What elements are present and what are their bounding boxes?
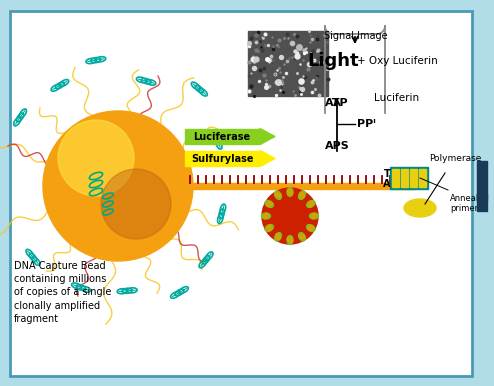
Bar	[419, 169, 426, 187]
Ellipse shape	[276, 234, 280, 240]
Ellipse shape	[266, 202, 272, 206]
Ellipse shape	[404, 199, 436, 217]
Text: ATP: ATP	[325, 98, 349, 108]
Ellipse shape	[275, 193, 281, 197]
Ellipse shape	[312, 213, 317, 218]
Ellipse shape	[267, 225, 271, 231]
FancyArrow shape	[259, 129, 275, 144]
Ellipse shape	[275, 233, 282, 241]
Text: Annealed
primer: Annealed primer	[450, 194, 490, 213]
Bar	[185, 183, 415, 189]
Text: Sulfurylase: Sulfurylase	[191, 154, 253, 164]
Ellipse shape	[288, 190, 292, 195]
FancyArrow shape	[259, 151, 275, 166]
Ellipse shape	[310, 213, 319, 219]
Text: Luciferase: Luciferase	[194, 132, 250, 142]
Bar	[410, 169, 417, 187]
Circle shape	[58, 120, 134, 196]
Text: Polymerase: Polymerase	[429, 154, 481, 163]
Text: Luciferin: Luciferin	[374, 93, 419, 103]
Ellipse shape	[287, 235, 293, 244]
Circle shape	[43, 111, 193, 261]
Text: Signal Image: Signal Image	[324, 31, 388, 41]
Ellipse shape	[299, 235, 305, 239]
Bar	[392, 169, 399, 187]
Text: APS: APS	[325, 141, 349, 151]
Ellipse shape	[275, 191, 282, 200]
Bar	[248, 31, 328, 96]
Ellipse shape	[265, 201, 273, 207]
Bar	[390, 167, 428, 189]
Ellipse shape	[308, 226, 314, 230]
Circle shape	[101, 169, 171, 239]
Ellipse shape	[309, 201, 313, 207]
Ellipse shape	[300, 192, 304, 198]
Bar	[185, 129, 260, 144]
Bar	[477, 161, 487, 211]
Text: T: T	[384, 169, 390, 179]
Text: A: A	[383, 179, 391, 189]
Ellipse shape	[298, 233, 305, 241]
Bar	[185, 151, 260, 166]
Text: DNA Capture Bead
containing millions
of copies of a single
clonally amplified
fr: DNA Capture Bead containing millions of …	[14, 261, 111, 324]
Ellipse shape	[261, 213, 271, 219]
Ellipse shape	[265, 225, 273, 232]
Bar	[401, 169, 408, 187]
Ellipse shape	[298, 191, 305, 200]
Text: Light: Light	[307, 52, 359, 70]
Circle shape	[262, 188, 318, 244]
Ellipse shape	[263, 213, 268, 218]
FancyBboxPatch shape	[10, 11, 472, 376]
Ellipse shape	[307, 201, 315, 207]
Ellipse shape	[288, 237, 292, 242]
Text: + Oxy Luciferin: + Oxy Luciferin	[357, 56, 437, 66]
Text: PPᴵ: PPᴵ	[357, 119, 376, 129]
Ellipse shape	[287, 188, 293, 196]
Ellipse shape	[307, 225, 315, 232]
